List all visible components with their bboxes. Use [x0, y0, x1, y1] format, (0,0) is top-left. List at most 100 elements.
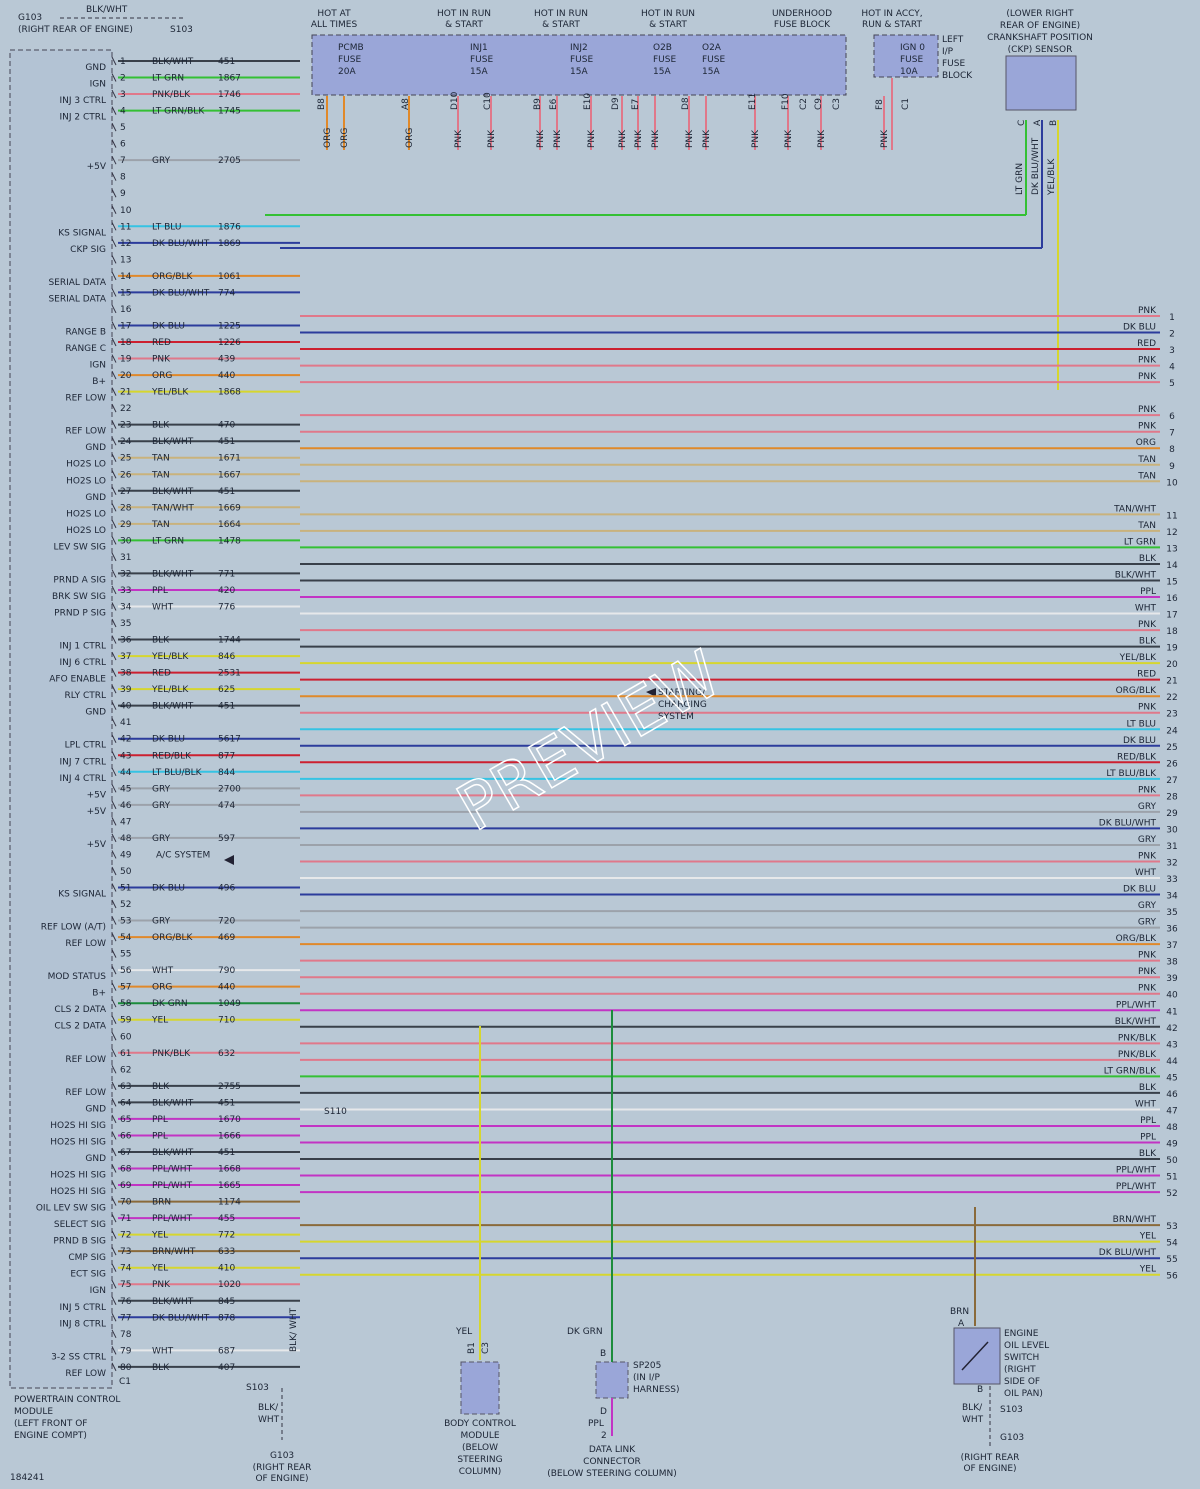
- ckp-label: CRANKSHAFT POSITION: [987, 33, 1093, 43]
- terminal-number: 12: [1166, 528, 1177, 538]
- pin-tick: [111, 751, 117, 760]
- pin-circuit: 1226: [218, 338, 241, 348]
- pin-number: 55: [120, 950, 131, 960]
- oil-level-switch: [953, 1327, 1001, 1385]
- oil-terminal: B: [977, 1385, 983, 1395]
- pin-tick: [111, 668, 117, 677]
- fuse-terminal: E6: [549, 98, 559, 110]
- terminal-number: 53: [1166, 1222, 1177, 1232]
- ground-note: (RIGHT REAR: [253, 1463, 312, 1473]
- pin-tick: [111, 883, 117, 892]
- pin-tick: [111, 1065, 117, 1074]
- pin-number: 47: [120, 817, 131, 827]
- pin-number: 61: [120, 1049, 131, 1059]
- terminal-color: DK BLU: [1123, 323, 1156, 333]
- fuse-terminal: B8: [317, 98, 327, 110]
- pin-number: 68: [120, 1165, 132, 1175]
- pin-tick: [111, 717, 117, 727]
- fuse-label: FUSE: [900, 55, 923, 65]
- ckp-wire: DK BLU/WHT: [1031, 137, 1041, 195]
- pin-circuit: 420: [218, 586, 235, 596]
- terminal-number: 32: [1166, 858, 1177, 868]
- terminal-color: GRY: [1138, 835, 1157, 845]
- terminal-color: BLK: [1139, 554, 1157, 564]
- fuse-label: INJ1: [470, 43, 488, 53]
- terminal-number: 43: [1166, 1040, 1177, 1050]
- pin-tick: [111, 503, 117, 512]
- fuse-wire-color: PNK: [702, 129, 712, 148]
- bcm-terminal: C3: [481, 1342, 491, 1354]
- pin-number: 37: [120, 652, 131, 662]
- pin-tick: [111, 1164, 117, 1173]
- pin-wire-color: BLK/WHT: [152, 487, 194, 497]
- pin-function: GND: [85, 1154, 106, 1164]
- ground-wire-label: WHT: [962, 1415, 984, 1425]
- wire-label: BLK/WHT: [86, 5, 128, 15]
- pin-function: +5V: [87, 807, 107, 817]
- ground-note: OF ENGINE): [963, 1464, 1016, 1474]
- terminal-number: 3: [1169, 346, 1175, 356]
- pin-circuit: 1746: [218, 90, 241, 100]
- terminal-number: 40: [1166, 991, 1178, 1001]
- pin-number: 6: [120, 140, 126, 150]
- pin-function: HO2S HI SIG: [50, 1171, 106, 1181]
- ground-note: OF ENGINE): [255, 1474, 308, 1484]
- pin-tick: [111, 833, 117, 843]
- pin-function: INJ 1 CTRL: [59, 642, 106, 652]
- terminal-number: 23: [1166, 710, 1177, 720]
- pin-wire-color: LT GRN: [152, 74, 184, 84]
- supply-header: ALL TIMES: [311, 20, 358, 30]
- terminal-color: WHT: [1135, 868, 1157, 878]
- terminal-number: 10: [1166, 478, 1178, 488]
- pin-wire-color: PPL/WHT: [152, 1181, 193, 1191]
- pin-tick: [111, 1329, 117, 1339]
- supply-header: & START: [542, 20, 580, 30]
- pin-wire-color: BLK/WHT: [152, 1297, 194, 1307]
- dlc-label: (BELOW STEERING COLUMN): [547, 1469, 677, 1479]
- pin-wire-color: DK BLU/WHT: [152, 1313, 210, 1323]
- fuse-wire-color: PNK: [817, 129, 827, 148]
- pin-tick: [111, 899, 117, 909]
- pin-wire-color: GRY: [152, 784, 171, 794]
- pin-function: CKP SIG: [70, 245, 106, 255]
- terminal-color: PNK: [1138, 372, 1157, 382]
- pin-function: RANGE B: [66, 327, 106, 337]
- pin-number: 21: [120, 388, 131, 398]
- sp205-splice-pack: [595, 1361, 629, 1399]
- terminal-color: PNK: [1138, 851, 1157, 861]
- pin-function: IGN: [90, 80, 106, 90]
- ac-arrow: [224, 855, 234, 865]
- pin-tick: [111, 684, 117, 694]
- bcm-label: STEERING: [457, 1455, 502, 1465]
- terminal-color: GRY: [1138, 918, 1157, 928]
- ground-note: (RIGHT REAR: [961, 1453, 1020, 1463]
- pin-function: RANGE C: [65, 344, 106, 354]
- terminal-color: TAN: [1137, 471, 1156, 481]
- pin-wire-color: WHT: [152, 1346, 174, 1356]
- fuse-wire-color: ORG: [340, 128, 350, 148]
- pin-tick: [111, 420, 117, 429]
- terminal-color: PNK/BLK: [1118, 1050, 1157, 1060]
- fuse-label: FUSE: [338, 55, 361, 65]
- terminal-number: 41: [1166, 1007, 1177, 1017]
- pin-function: INJ 7 CTRL: [59, 757, 106, 767]
- supply-header: RUN & START: [862, 20, 923, 30]
- terminal-number: 24: [1166, 726, 1178, 736]
- pin-tick: [111, 453, 117, 462]
- pin-tick: [111, 1032, 117, 1041]
- pin-tick: [111, 189, 117, 198]
- pin-number: 17: [120, 321, 131, 331]
- pin-tick: [111, 817, 117, 826]
- pin-number: 24: [120, 437, 132, 447]
- pin-tick: [111, 800, 117, 810]
- fuse-label: FUSE: [653, 55, 676, 65]
- pin-wire-color: PPL: [152, 1115, 168, 1125]
- pin-wire-color: ORG/BLK: [152, 272, 194, 282]
- pin-tick: [111, 387, 117, 396]
- pin-circuit: 1478: [218, 536, 241, 546]
- pin-wire-color: YEL/BLK: [151, 685, 189, 695]
- pin-number: 11: [120, 222, 131, 232]
- pin-number: 56: [120, 966, 132, 976]
- terminal-color: LT BLU: [1127, 719, 1156, 729]
- pin-tick: [111, 536, 117, 545]
